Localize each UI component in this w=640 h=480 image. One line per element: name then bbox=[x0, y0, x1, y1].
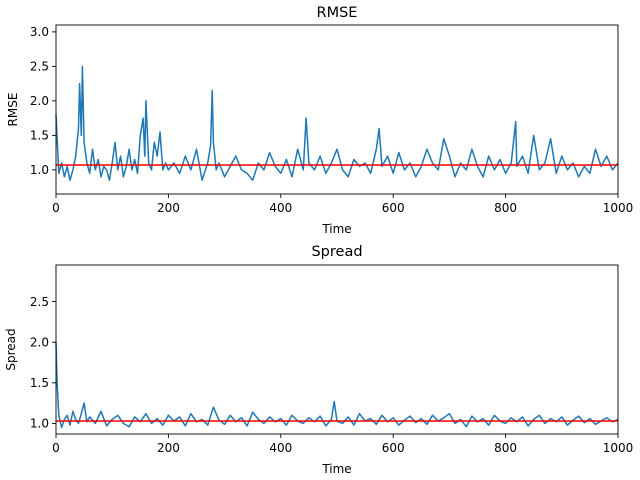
spread-series-line bbox=[55, 342, 619, 429]
rmse-ytick-label-2: 2.0 bbox=[30, 94, 49, 108]
spread-panel: 0 200 400 600 800 1000 1.0 1.5 2.0 2.5 Spread Time S… bbox=[4, 244, 633, 476]
rmse-x-axis-label: Time bbox=[321, 222, 351, 236]
spread-xtick-label-3: 600 bbox=[382, 441, 405, 455]
spread-ytick-label-3: 2.5 bbox=[30, 295, 49, 309]
rmse-ytick-label-0: 1.0 bbox=[30, 163, 49, 177]
rmse-xtick-label-4: 800 bbox=[494, 201, 517, 215]
rmse-ytick-label-4: 3.0 bbox=[30, 25, 49, 39]
rmse-y-axis-label: RMSE bbox=[6, 93, 20, 127]
spread-ytick-label-0: 1.0 bbox=[30, 417, 49, 431]
rmse-title: RMSE bbox=[317, 5, 358, 21]
spread-xtick-label-0: 0 bbox=[52, 441, 60, 455]
spread-xtick-label-5: 1000 bbox=[603, 441, 634, 455]
rmse-xtick-label-5: 1000 bbox=[603, 201, 634, 215]
rmse-xtick-label-1: 200 bbox=[157, 201, 180, 215]
rmse-axes-frame bbox=[55, 24, 619, 195]
spread-xtick-label-2: 400 bbox=[269, 441, 292, 455]
spread-xtick-label-4: 800 bbox=[494, 441, 517, 455]
spread-y-axis-label: Spread bbox=[4, 328, 18, 370]
spread-ytick-label-1: 1.5 bbox=[30, 376, 49, 390]
rmse-xtick-label-0: 0 bbox=[52, 201, 60, 215]
spread-ytick-label-2: 2.0 bbox=[30, 335, 49, 349]
rmse-panel: 0 200 400 600 800 1000 1.0 1.5 2.0 2.5 3.0 RMSE Time… bbox=[6, 5, 633, 236]
spread-x-axis-label: Time bbox=[321, 462, 351, 476]
rmse-series-line bbox=[55, 65, 619, 181]
spread-axes-frame bbox=[55, 264, 619, 435]
rmse-xtick-label-3: 600 bbox=[382, 201, 405, 215]
rmse-ytick-label-3: 2.5 bbox=[30, 60, 49, 74]
rmse-ytick-label-1: 1.5 bbox=[30, 129, 49, 143]
rmse-xtick-label-2: 400 bbox=[269, 201, 292, 215]
spread-xtick-label-1: 200 bbox=[157, 441, 180, 455]
spread-title: Spread bbox=[311, 244, 362, 260]
